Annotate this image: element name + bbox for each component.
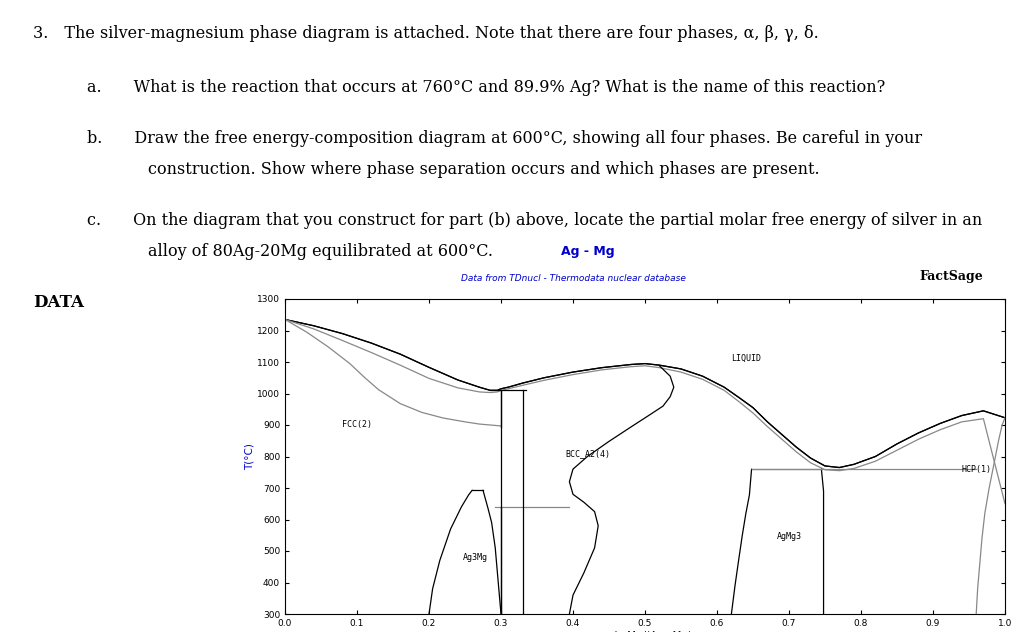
Text: BCC_A2(4): BCC_A2(4) [565, 449, 610, 458]
Text: DATA: DATA [33, 294, 84, 311]
Text: b.  Draw the free energy-composition diagram at 600°C, showing all four phases. : b. Draw the free energy-composition diag… [87, 130, 923, 147]
Text: a.  What is the reaction that occurs at 760°C and 89.9% Ag? What is the name of : a. What is the reaction that occurs at 7… [87, 79, 886, 96]
Text: Data from TDnucl - Thermodata nuclear database: Data from TDnucl - Thermodata nuclear da… [461, 274, 685, 283]
X-axis label: mole Mg/(Ag+Mg): mole Mg/(Ag+Mg) [598, 631, 692, 632]
Text: LIQUID: LIQUID [731, 355, 761, 363]
Text: alloy of 80Ag-20Mg equilibrated at 600°C.: alloy of 80Ag-20Mg equilibrated at 600°C… [148, 243, 494, 260]
Text: Ag - Mg: Ag - Mg [560, 245, 614, 258]
Text: FCC(2): FCC(2) [342, 420, 372, 430]
Text: construction. Show where phase separation occurs and which phases are present.: construction. Show where phase separatio… [148, 161, 820, 178]
Text: Ag3Mg: Ag3Mg [463, 553, 488, 562]
Text: HCP(1): HCP(1) [962, 465, 991, 473]
Text: AgMg3: AgMg3 [776, 532, 802, 542]
Text: 3. The silver-magnesium phase diagram is attached. Note that there are four phas: 3. The silver-magnesium phase diagram is… [33, 25, 818, 42]
Text: c.  On the diagram that you construct for part (b) above, locate the partial mol: c. On the diagram that you construct for… [87, 212, 982, 229]
Y-axis label: T(°C): T(°C) [245, 443, 254, 470]
Text: FactSage: FactSage [920, 270, 983, 283]
